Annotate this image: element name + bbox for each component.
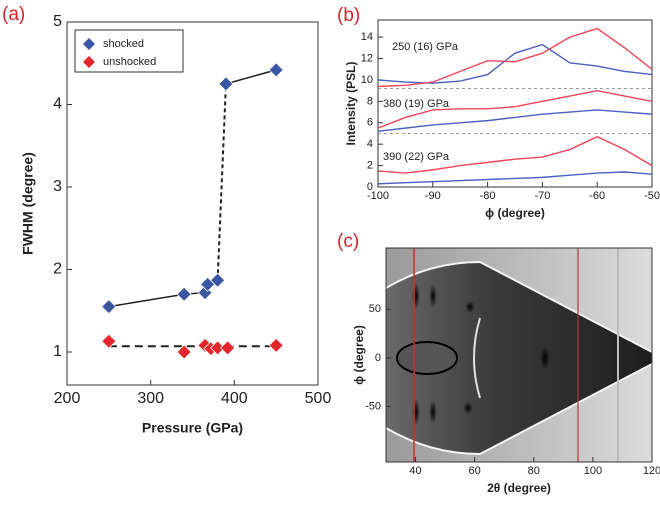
panel-label: (b) <box>337 5 360 26</box>
y-tick-label: 1 <box>53 343 62 360</box>
intensity-curve <box>377 27 653 88</box>
series-line-dashed <box>216 83 227 281</box>
y-tick-label: 2 <box>53 261 62 278</box>
y-axis-label: ϕ (degree) <box>352 325 366 385</box>
y-tick-label: 8 <box>367 95 373 107</box>
marker <box>176 286 192 302</box>
marker <box>101 299 117 315</box>
x-axis-label: ϕ (degree) <box>485 206 545 220</box>
panel-label: (c) <box>337 231 359 252</box>
y-tick-label: 0 <box>367 181 373 193</box>
x-tick-label: 400 <box>221 390 248 407</box>
y-tick-label: 12 <box>361 52 373 64</box>
y-tick-label: 3 <box>53 178 62 195</box>
series-line <box>225 69 277 85</box>
x-tick-label: -70 <box>534 190 550 202</box>
x-tick-label: -50 <box>644 190 660 202</box>
x-axis-label: 2θ (degree) <box>487 481 551 495</box>
marker <box>268 337 284 353</box>
legend-marker <box>83 56 95 68</box>
x-tick-label: 100 <box>584 465 602 477</box>
x-tick-label: 80 <box>528 465 540 477</box>
y-axis-label: FWHM (degree) <box>20 152 36 255</box>
y-tick-label: 0 <box>375 352 381 364</box>
panel-label: (a) <box>2 4 25 25</box>
annotation: 390 (22) GPa <box>383 151 450 163</box>
intensity-curve <box>377 171 653 185</box>
legend-label: unshocked <box>103 56 156 68</box>
x-tick-label: -90 <box>425 190 441 202</box>
legend-marker <box>83 38 95 50</box>
marker <box>210 340 226 356</box>
intensity-curve <box>377 109 653 133</box>
legend-box <box>74 29 184 73</box>
intensity-curve <box>377 135 653 174</box>
diffraction-image <box>386 248 652 462</box>
y-tick-label: 4 <box>53 96 62 113</box>
x-tick-label: 60 <box>469 465 481 477</box>
x-tick-label: -80 <box>480 190 496 202</box>
marker <box>210 272 226 288</box>
x-tick-label: 40 <box>409 465 421 477</box>
legend-label: shocked <box>103 38 144 50</box>
y-tick-label: 50 <box>369 303 381 315</box>
x-tick-label: -60 <box>589 190 605 202</box>
y-tick-label: 14 <box>361 31 373 43</box>
marker <box>268 62 284 78</box>
y-tick-label: -50 <box>365 400 381 412</box>
marker <box>218 76 234 92</box>
x-tick-label: -100 <box>367 190 389 202</box>
annotation: 380 (19) GPa <box>383 98 450 110</box>
y-tick-label: 2 <box>367 159 373 171</box>
intensity-curve <box>377 89 653 129</box>
x-tick-label: 500 <box>305 390 332 407</box>
y-axis-label: Intensity (PSL) <box>344 61 358 145</box>
y-tick-label: 5 <box>53 13 62 30</box>
marker <box>220 340 236 356</box>
x-axis-label: Pressure (GPa) <box>142 420 243 436</box>
plot-frame <box>377 19 653 188</box>
y-tick-label: 10 <box>361 74 373 86</box>
annotation: 250 (16) GPa <box>392 41 459 53</box>
plot-frame <box>66 21 319 386</box>
x-tick-label: 120 <box>643 465 660 477</box>
y-tick-label: 4 <box>367 138 373 150</box>
y-tick-label: 6 <box>367 117 373 129</box>
marker <box>101 333 117 349</box>
x-tick-label: 200 <box>54 390 81 407</box>
plot-frame <box>385 247 653 463</box>
marker <box>176 344 192 360</box>
x-tick-label: 300 <box>137 390 164 407</box>
